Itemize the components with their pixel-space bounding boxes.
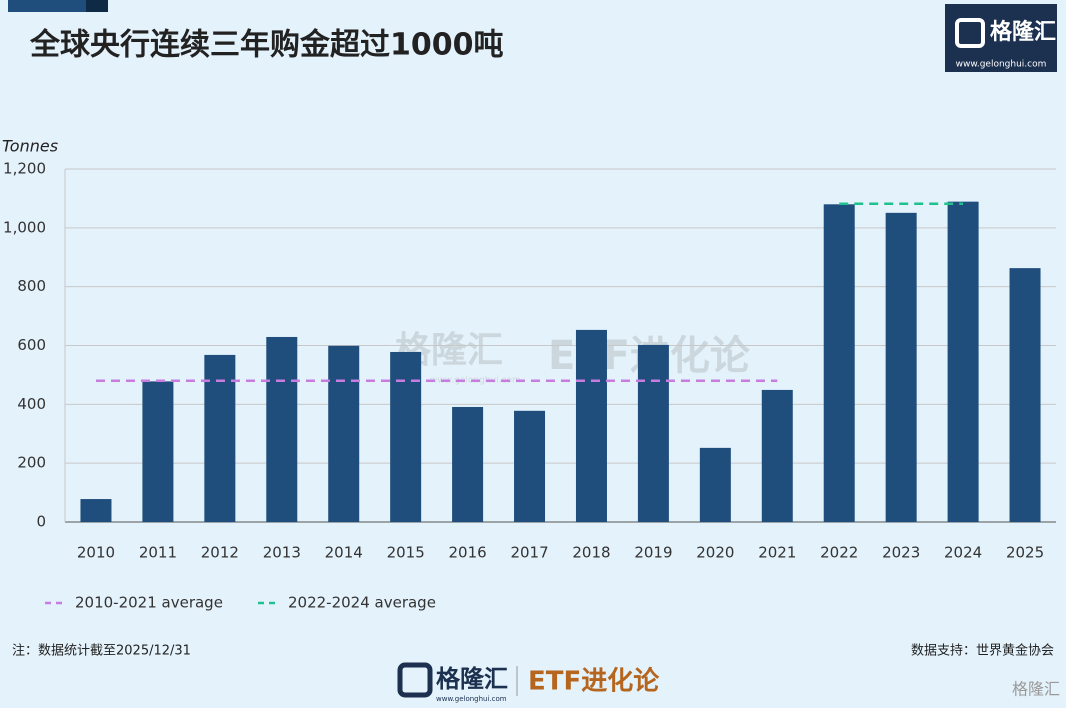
- footer-url: www.gelonghui.com: [436, 695, 507, 703]
- x-tick-label: 2015: [387, 544, 425, 562]
- x-tick-label: 2021: [758, 544, 796, 562]
- bar: [328, 345, 360, 522]
- x-tick-label: 2011: [139, 544, 177, 562]
- logo-icon: [955, 18, 985, 48]
- bar: [823, 204, 855, 523]
- bar: [204, 354, 236, 522]
- x-tick-label: 2019: [634, 544, 672, 562]
- footer-logo-icon: [397, 662, 433, 698]
- bar: [637, 344, 669, 522]
- x-tick-label: 2023: [882, 544, 920, 562]
- bar: [452, 406, 484, 522]
- y-tick-label: 800: [17, 277, 46, 295]
- footnote: 注：数据统计截至2025/12/31: [12, 644, 191, 659]
- x-tick-label: 2017: [510, 544, 548, 562]
- legend-label: 2022-2024 average: [288, 594, 436, 612]
- legend-label: 2010-2021 average: [75, 594, 223, 612]
- x-tick-label: 2018: [572, 544, 610, 562]
- y-tick-label: 200: [17, 454, 46, 472]
- bar: [699, 447, 731, 522]
- y-tick-label: 600: [17, 336, 46, 354]
- x-tick-label: 2014: [325, 544, 363, 562]
- x-tick-label: 2025: [1006, 544, 1044, 562]
- bar: [514, 410, 546, 522]
- bar: [947, 201, 979, 522]
- x-tick-label: 2016: [449, 544, 487, 562]
- bar: [266, 336, 298, 522]
- y-tick-label: 1,000: [3, 218, 46, 236]
- x-tick-label: 2010: [77, 544, 115, 562]
- x-tick-label: 2020: [696, 544, 734, 562]
- bar: [390, 351, 422, 522]
- plot: 0 200 400 600 800 1,000 1,200 2010 2011 2012 2013 2…: [3, 160, 1056, 612]
- corner-watermark: 格隆汇: [1012, 680, 1060, 699]
- y-tick-label: 400: [17, 395, 46, 413]
- x-tick-label: 2022: [820, 544, 858, 562]
- y-tick-label: 0: [36, 513, 46, 531]
- bar: [1009, 268, 1041, 522]
- bar: [575, 329, 607, 522]
- x-tick-label: 2013: [263, 544, 301, 562]
- x-tick-label: 2012: [201, 544, 239, 562]
- y-tick-label: 1,200: [3, 160, 46, 178]
- bar: [885, 212, 917, 523]
- watermark: 格隆汇 www.gelonghui.com ETF进化论: [395, 330, 751, 386]
- logo-name: 格隆汇: [990, 19, 1056, 45]
- x-tick-label: 2024: [944, 544, 982, 562]
- accent-bar: [8, 0, 86, 12]
- bar: [80, 499, 112, 522]
- logo-url: www.gelonghui.com: [956, 60, 1047, 70]
- accent-bar: [86, 0, 108, 12]
- source: 数据支持：世界黄金协会: [911, 643, 1054, 659]
- bar: [142, 381, 174, 522]
- y-axis-label: Tonnes: [2, 137, 58, 156]
- footer-brand: 格隆汇: [436, 665, 508, 693]
- bar: [761, 389, 793, 522]
- footer-product: ETF进化论: [528, 667, 660, 697]
- logo-box: [945, 4, 1057, 72]
- title: 全球央行连续三年购金超过1000吨: [29, 28, 504, 63]
